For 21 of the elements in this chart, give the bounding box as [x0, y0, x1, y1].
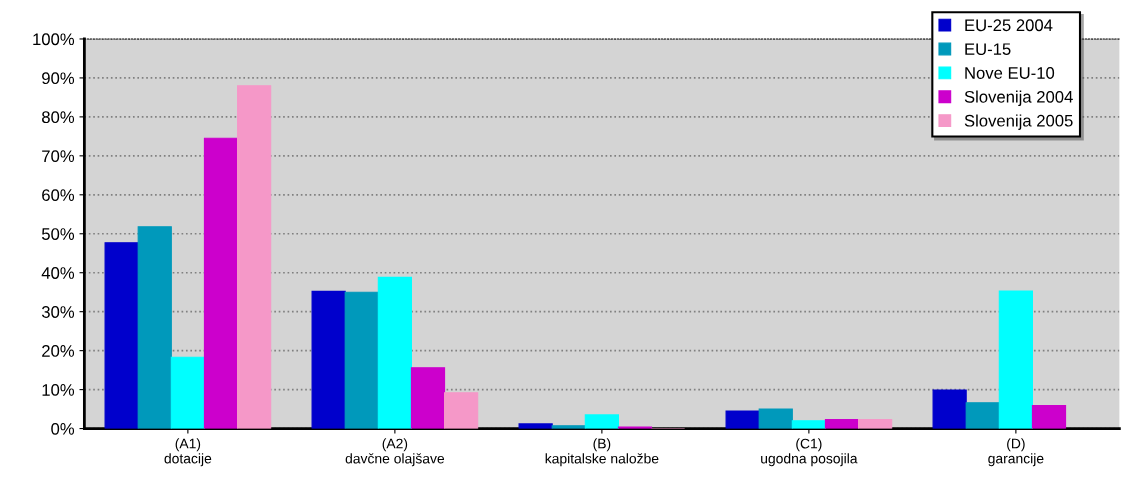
y-tick-label: 0% — [51, 422, 75, 435]
y-tick-label: 20% — [42, 345, 75, 357]
x-tick-label: (A2) davčne olajšave — [345, 438, 445, 467]
y-tick-label: 90% — [42, 72, 75, 85]
y-tick-label: 80% — [42, 111, 75, 124]
legend-label: Nove EU-10 — [965, 67, 1055, 79]
y-tick-label: 30% — [41, 306, 75, 318]
y-tick-label: 70% — [42, 150, 75, 163]
x-tick-label: (A1) dotacije — [164, 438, 212, 467]
y-tick-label: 10% — [42, 384, 75, 396]
y-tick-label: 100% — [33, 33, 75, 46]
legend-label: Slovenija 2004 — [964, 90, 1073, 107]
x-tick-label: (C1) ugodna posojila — [761, 438, 858, 467]
y-tick-label: 40% — [41, 267, 75, 279]
legend-label: EU-25 2004 — [965, 19, 1053, 32]
y-tick-label: 60% — [42, 189, 75, 201]
y-tick-label: 50% — [41, 228, 75, 240]
legend-label: Slovenija 2005 — [964, 114, 1073, 130]
x-tick-label: (D) garancije — [988, 438, 1044, 467]
legend-label: EU-15 — [965, 43, 1011, 56]
x-tick-label: (B) kapitalske naložbe — [545, 438, 659, 467]
